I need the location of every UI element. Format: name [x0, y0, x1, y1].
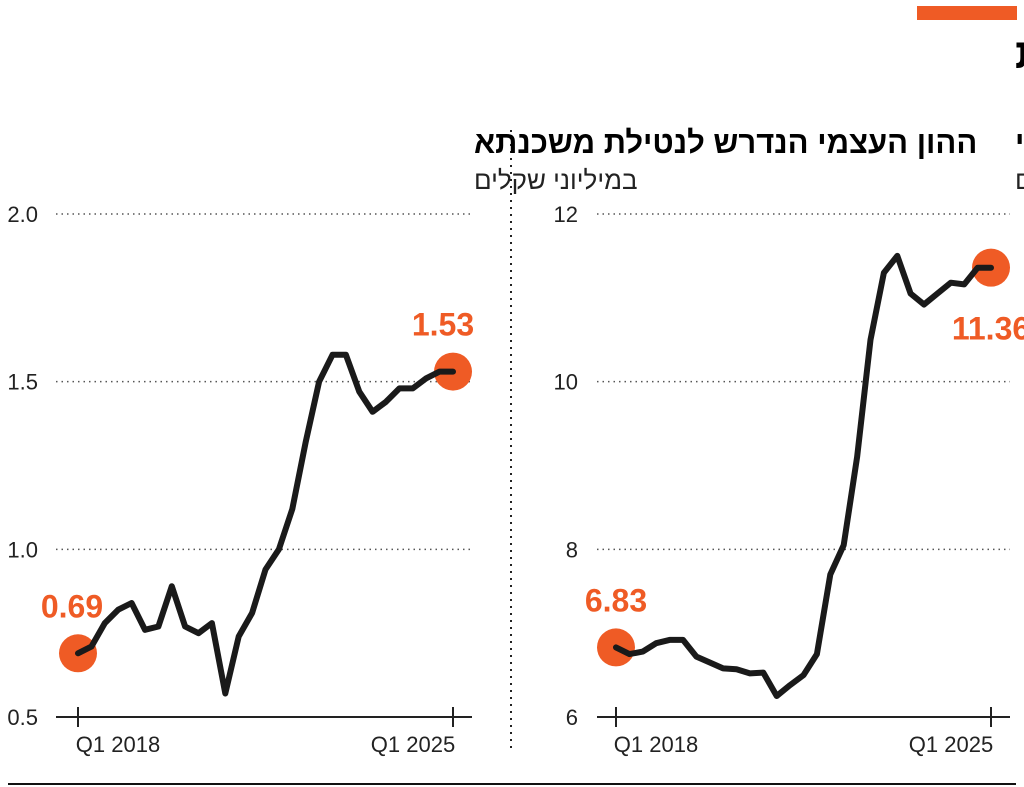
series-line — [75, 351, 456, 697]
y-tick-label: 12 — [554, 202, 578, 227]
start-value-label: 0.69 — [41, 588, 103, 624]
x-axis: Q1 2018 Q1 2025 — [56, 707, 472, 757]
chart-subtitle: במיליוני שקלים — [474, 165, 638, 195]
x-axis: Q1 2018 Q1 2025 — [597, 707, 1010, 757]
y-tick-label: 6 — [566, 705, 578, 730]
chart-title: החזר המשכנתא החודשי — [1015, 125, 1024, 160]
accent-bar — [917, 6, 1017, 20]
x-tick-label-start: Q1 2018 — [614, 732, 698, 757]
y-tick-label: 1.0 — [7, 537, 38, 562]
chart-title: ההון העצמי הנדרש לנטילת משכנתא — [474, 125, 977, 160]
x-tick-label-end: Q1 2025 — [909, 732, 993, 757]
start-value-label: 6.83 — [585, 582, 647, 618]
gridlines — [56, 213, 472, 551]
chart-subtitle: באלפי שקלים — [1015, 165, 1024, 195]
gridlines — [597, 213, 1010, 551]
y-tick-label: 0.5 — [7, 705, 38, 730]
chart-monthly-payment: החזר המשכנתא החודשי באלפי שקלים 6 8 10 12 Q… — [554, 125, 1024, 757]
headline: נתקעו ברמות הגבוהות — [1015, 30, 1024, 77]
y-tick-label: 2.0 — [7, 202, 38, 227]
series-line — [613, 252, 994, 699]
y-axis: 6 8 10 12 — [554, 202, 578, 730]
chart-required-equity: ההון העצמי הנדרש לנטילת משכנתא במיליוני … — [7, 125, 977, 757]
y-tick-label: 1.5 — [7, 370, 38, 395]
y-tick-label: 8 — [566, 537, 578, 562]
end-value-label: 1.53 — [412, 307, 474, 343]
x-tick-label-start: Q1 2018 — [76, 732, 160, 757]
end-value-label: 11.36 — [952, 311, 1024, 347]
x-tick-label-end: Q1 2025 — [371, 732, 455, 757]
y-tick-label: 10 — [554, 370, 578, 395]
y-axis: 0.5 1.0 1.5 2.0 — [7, 202, 38, 730]
